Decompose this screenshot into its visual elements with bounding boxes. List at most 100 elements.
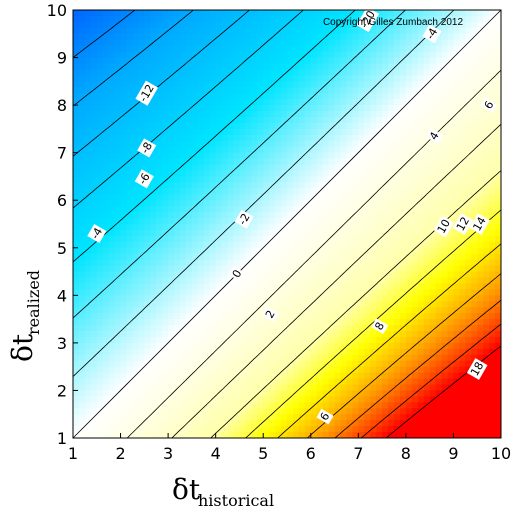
heatmap-cell bbox=[126, 75, 134, 82]
heatmap-cell bbox=[168, 277, 175, 285]
heatmap-cell bbox=[168, 265, 175, 273]
heatmap-cell bbox=[191, 390, 199, 397]
heatmap-cell bbox=[203, 247, 211, 255]
heatmap-cell bbox=[227, 253, 235, 261]
heatmap-cell bbox=[275, 134, 282, 142]
heatmap-cell bbox=[156, 432, 163, 438]
heatmap-cell bbox=[221, 188, 229, 195]
heatmap-cell bbox=[281, 259, 288, 267]
heatmap-cell bbox=[78, 182, 86, 189]
heatmap-cell bbox=[328, 402, 336, 409]
heatmap-cell bbox=[132, 336, 139, 344]
heatmap-cell bbox=[358, 336, 365, 344]
heatmap-cell bbox=[102, 69, 110, 76]
heatmap-cell bbox=[376, 10, 383, 17]
heatmap-cell bbox=[144, 325, 151, 332]
heatmap-cell bbox=[156, 342, 163, 350]
heatmap-cell bbox=[399, 200, 407, 207]
heatmap-cell bbox=[310, 426, 318, 433]
heatmap-cell bbox=[292, 117, 300, 124]
heatmap-cell bbox=[322, 105, 330, 112]
heatmap-cell bbox=[316, 99, 324, 106]
heatmap-cell bbox=[334, 146, 342, 154]
heatmap-cell bbox=[215, 146, 223, 154]
heatmap-cell bbox=[310, 408, 318, 415]
heatmap-cell bbox=[156, 105, 163, 112]
heatmap-cell bbox=[394, 15, 401, 23]
heatmap-cell bbox=[132, 33, 139, 41]
heatmap-cell bbox=[120, 372, 128, 380]
heatmap-cell bbox=[245, 194, 252, 201]
heatmap-cell bbox=[251, 366, 258, 374]
heatmap-cell bbox=[156, 117, 163, 124]
heatmap-cell bbox=[405, 307, 413, 314]
heatmap-cell bbox=[441, 194, 449, 201]
heatmap-cell bbox=[102, 57, 110, 65]
heatmap-cell bbox=[287, 426, 294, 433]
heatmap-cell bbox=[257, 206, 264, 213]
heatmap-cell bbox=[185, 271, 193, 279]
heatmap-cell bbox=[346, 372, 353, 380]
heatmap-cell bbox=[78, 146, 86, 154]
heatmap-cell bbox=[73, 212, 80, 219]
heatmap-cell bbox=[251, 188, 258, 195]
heatmap-cell bbox=[292, 348, 300, 356]
heatmap-cell bbox=[394, 295, 401, 302]
heatmap-cell bbox=[477, 289, 484, 296]
heatmap-cell bbox=[292, 212, 300, 219]
heatmap-cell bbox=[292, 295, 300, 302]
heatmap-cell bbox=[174, 170, 181, 178]
heatmap-cell bbox=[168, 253, 175, 261]
heatmap-cell bbox=[156, 313, 163, 320]
heatmap-cell bbox=[162, 348, 169, 356]
heatmap-cell bbox=[114, 366, 122, 374]
heatmap-cell bbox=[203, 57, 211, 65]
heatmap-cell bbox=[423, 111, 431, 118]
heatmap-cell bbox=[221, 182, 229, 189]
heatmap-cell bbox=[263, 432, 270, 438]
heatmap-cell bbox=[340, 146, 348, 154]
heatmap-cell bbox=[209, 265, 217, 273]
heatmap-cell bbox=[215, 348, 223, 356]
heatmap-cell bbox=[96, 10, 104, 17]
heatmap-cell bbox=[298, 372, 306, 380]
heatmap-cell bbox=[162, 301, 169, 308]
heatmap-cell bbox=[287, 15, 294, 23]
heatmap-cell bbox=[269, 51, 276, 59]
heatmap-cell bbox=[269, 378, 276, 386]
heatmap-cell bbox=[340, 93, 348, 100]
heatmap-cell bbox=[73, 170, 80, 178]
heatmap-cell bbox=[459, 408, 466, 415]
heatmap-cell bbox=[269, 146, 276, 154]
heatmap-cell bbox=[233, 348, 241, 356]
heatmap-cell bbox=[126, 21, 134, 29]
heatmap-cell bbox=[435, 241, 443, 249]
heatmap-cell bbox=[399, 93, 407, 100]
heatmap-cell bbox=[304, 128, 312, 136]
heatmap-cell bbox=[144, 218, 151, 225]
heatmap-cell bbox=[411, 313, 419, 320]
heatmap-cell bbox=[292, 289, 300, 296]
heatmap-cell bbox=[144, 200, 151, 207]
heatmap-cell bbox=[453, 170, 460, 178]
heatmap-cell bbox=[215, 51, 223, 59]
heatmap-cell bbox=[429, 122, 437, 130]
heatmap-cell bbox=[251, 414, 258, 421]
heatmap-cell bbox=[364, 295, 371, 302]
heatmap-cell bbox=[364, 81, 371, 88]
heatmap-cell bbox=[102, 253, 110, 261]
heatmap-cell bbox=[459, 146, 466, 154]
heatmap-cell bbox=[215, 336, 223, 344]
heatmap-cell bbox=[209, 45, 217, 53]
heatmap-cell bbox=[304, 366, 312, 374]
heatmap-cell bbox=[156, 307, 163, 314]
heatmap-cell bbox=[73, 384, 80, 392]
heatmap-cell bbox=[251, 39, 258, 47]
heatmap-cell bbox=[459, 206, 466, 213]
heatmap-cell bbox=[78, 259, 86, 267]
heatmap-cell bbox=[251, 122, 258, 130]
heatmap-cell bbox=[382, 170, 389, 178]
heatmap-cell bbox=[364, 336, 371, 344]
heatmap-cell bbox=[209, 384, 217, 392]
heatmap-cell bbox=[269, 289, 276, 296]
